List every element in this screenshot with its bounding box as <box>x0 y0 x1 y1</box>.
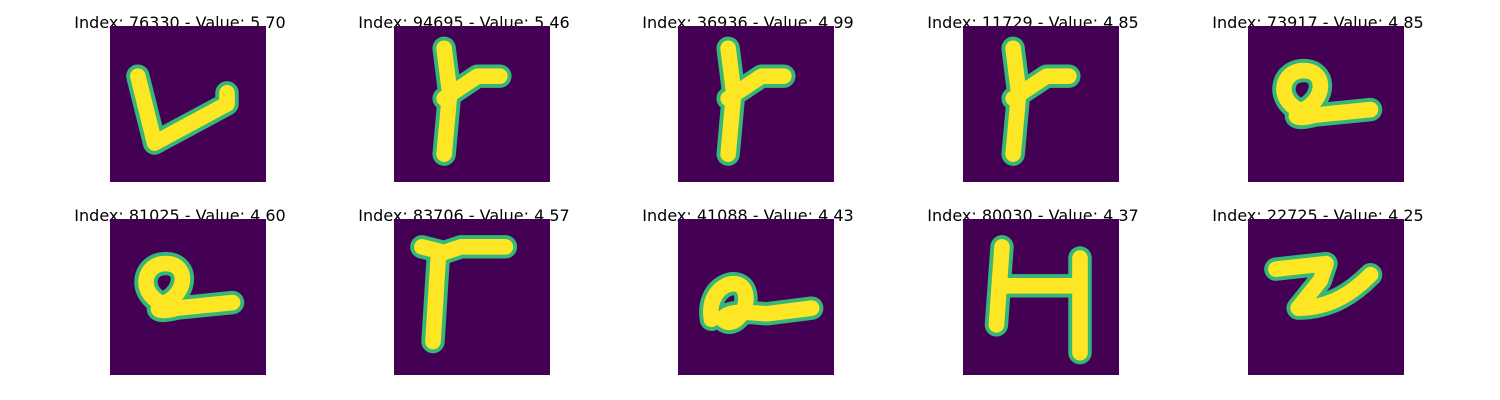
panel-image <box>963 26 1119 182</box>
panel-image <box>678 219 834 375</box>
glyph-stroke <box>425 244 447 350</box>
panel-image <box>1248 26 1404 182</box>
digit-heatmap <box>1248 219 1404 375</box>
digit-heatmap <box>963 219 1119 375</box>
image-background <box>678 26 834 182</box>
digit-heatmap <box>678 26 834 182</box>
panel: Index: 76330 - Value: 5.70 <box>38 12 322 182</box>
glyph-stroke <box>138 255 241 319</box>
panel: Index: 81025 - Value: 4.60 <box>38 205 322 375</box>
panel: Index: 36936 - Value: 4.99 <box>606 12 890 182</box>
digit-heatmap <box>394 219 550 375</box>
panel: Index: 83706 - Value: 4.57 <box>322 205 606 375</box>
glyph-stroke <box>436 68 508 107</box>
panel-image <box>394 219 550 375</box>
digit-heatmap <box>110 26 266 182</box>
panel-image <box>394 26 550 182</box>
panel-image <box>110 26 266 182</box>
glyph-stroke <box>130 68 235 151</box>
glyph-stroke <box>720 68 792 107</box>
panel-image <box>1248 219 1404 375</box>
panel: Index: 41088 - Value: 4.43 <box>606 205 890 375</box>
glyph-stroke <box>703 276 820 330</box>
image-background <box>963 26 1119 182</box>
digit-heatmap <box>394 26 550 182</box>
glyph-stroke <box>1276 62 1379 126</box>
panel: Index: 73917 - Value: 4.85 <box>1176 12 1460 182</box>
panel: Index: 80030 - Value: 4.37 <box>891 205 1175 375</box>
digit-heatmap <box>678 219 834 375</box>
image-background <box>394 26 550 182</box>
panel-image <box>963 219 1119 375</box>
glyph-stroke <box>1005 68 1077 107</box>
digit-heatmap <box>1248 26 1404 182</box>
panel: Index: 94695 - Value: 5.46 <box>322 12 606 182</box>
glyph-stroke <box>1268 255 1379 316</box>
digit-heatmap <box>963 26 1119 182</box>
panel: Index: 22725 - Value: 4.25 <box>1176 205 1460 375</box>
panel: Index: 11729 - Value: 4.85 <box>891 12 1175 182</box>
panel-image <box>110 219 266 375</box>
digit-heatmap <box>110 219 266 375</box>
panel-image <box>678 26 834 182</box>
